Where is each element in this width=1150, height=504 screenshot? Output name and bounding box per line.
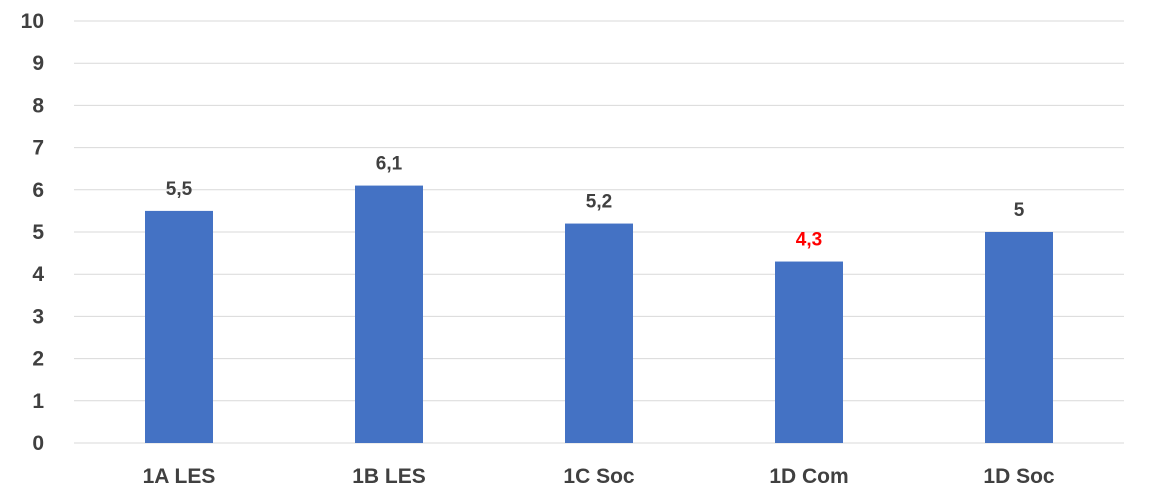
x-tick-label: 1B LES bbox=[352, 465, 426, 488]
y-tick-label: 8 bbox=[32, 94, 44, 117]
x-tick-label: 1D Com bbox=[769, 465, 848, 488]
data-label: 6,1 bbox=[376, 154, 403, 175]
data-labels: 5,5 6,1 5,2 4,3 5 bbox=[166, 154, 1025, 251]
y-tick-label: 5 bbox=[32, 221, 44, 244]
y-axis-ticks: 0 1 2 3 4 5 6 7 8 9 10 bbox=[21, 10, 45, 455]
y-tick-label: 6 bbox=[32, 179, 44, 202]
data-label: 5,2 bbox=[586, 192, 612, 213]
bar bbox=[775, 261, 843, 443]
data-label: 5,5 bbox=[166, 179, 193, 200]
bar bbox=[355, 185, 423, 443]
x-tick-label: 1C Soc bbox=[563, 465, 635, 488]
y-tick-label: 7 bbox=[32, 137, 44, 160]
y-tick-label: 1 bbox=[32, 390, 44, 413]
y-tick-label: 10 bbox=[21, 10, 44, 33]
data-label: 4,3 bbox=[796, 230, 822, 251]
y-tick-label: 9 bbox=[32, 52, 44, 75]
x-tick-label: 1A LES bbox=[143, 465, 216, 488]
x-axis-ticks: 1A LES 1B LES 1C Soc 1D Com 1D Soc bbox=[143, 465, 1055, 488]
y-tick-label: 3 bbox=[32, 305, 44, 328]
y-tick-label: 4 bbox=[32, 263, 44, 286]
bar bbox=[985, 232, 1053, 443]
data-label: 5 bbox=[1014, 200, 1025, 221]
y-tick-label: 0 bbox=[32, 432, 44, 455]
bars bbox=[145, 185, 1053, 443]
bar bbox=[565, 223, 633, 443]
bar bbox=[145, 210, 213, 443]
y-tick-label: 2 bbox=[32, 348, 44, 371]
x-tick-label: 1D Soc bbox=[983, 465, 1055, 488]
